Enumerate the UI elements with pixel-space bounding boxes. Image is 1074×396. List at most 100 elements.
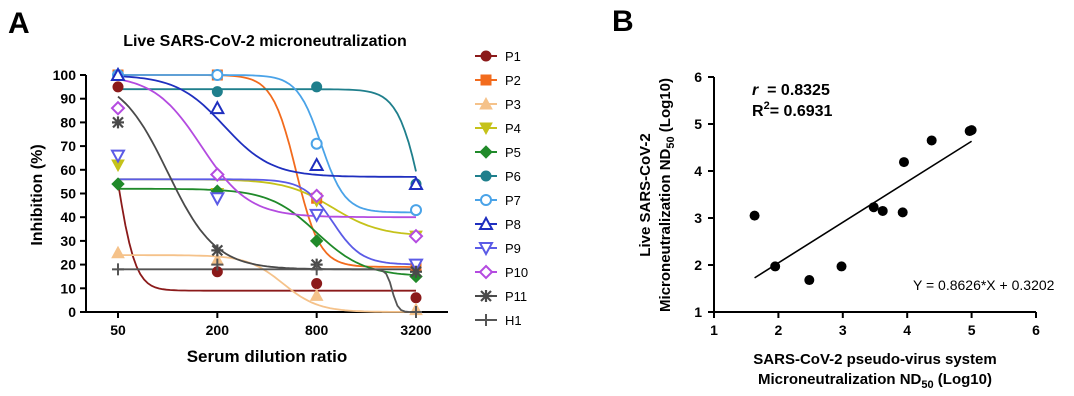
data-point-p6 [211, 86, 223, 98]
data-point-p8 [110, 66, 126, 81]
chart-b-y-tick-label: 4 [694, 163, 702, 179]
panel-a: A Live SARS-CoV-2 microneutralization 0 1… [8, 7, 528, 366]
panel-a-label: A [8, 7, 30, 40]
chart-b-x-tick-label: 4 [903, 322, 911, 338]
data-point-p11 [410, 265, 422, 278]
data-point-p7 [310, 137, 323, 150]
data-point-p11 [211, 244, 224, 257]
legend-marker-p3 [479, 96, 493, 110]
scatter-point [749, 210, 760, 221]
legend-marker-p1 [480, 50, 492, 62]
data-point-p8 [209, 100, 226, 115]
chart-a-y-tick-label: 0 [68, 304, 76, 320]
chart-b-y-tick-label: 1 [694, 304, 702, 320]
chart-a-title: Live SARS-CoV-2 microneutralization [123, 33, 407, 50]
series-points-p1 [112, 81, 422, 304]
series-points-p3 [111, 245, 423, 316]
data-point-p10 [408, 228, 424, 244]
data-point-p3 [111, 245, 125, 259]
fit-curve-p7 [118, 74, 416, 214]
data-point-p3 [309, 288, 324, 301]
legend-marker-p8 [478, 215, 494, 230]
series-points-p2 [112, 69, 422, 273]
chart-a-y-axis-label: Inhibition (%) [29, 144, 46, 245]
chart-b-regression-line [754, 140, 973, 279]
legend-label-p2: P2 [505, 73, 521, 88]
chart-a-y-tick-label: 70 [60, 138, 76, 154]
series-points-p4 [111, 159, 423, 244]
chart-b-y-ticks: 1 2 3 4 5 6 [694, 69, 714, 320]
legend-marker-p5 [479, 145, 493, 159]
chart-a-x-axis-label: Serum dilution ratio [187, 347, 348, 366]
data-point-p6 [311, 81, 323, 93]
series-points-h1 [112, 258, 422, 318]
scatter-point [966, 125, 977, 136]
chart-a-x-tick-label: 50 [110, 322, 126, 338]
data-point-p1 [311, 278, 323, 290]
data-point-p7 [410, 204, 422, 217]
legend-label-h1: H1 [505, 313, 522, 328]
chart-a-x-tick-label: 200 [206, 322, 230, 338]
fit-curve-p1 [117, 182, 416, 292]
legend-marker-p4 [479, 122, 493, 136]
chart-b-y-tick-label: 6 [694, 69, 702, 85]
data-point-p5 [309, 234, 324, 248]
chart-b-r-annotation: r = 0.8325 [752, 82, 830, 99]
chart-a-x-ticks: 50 200 800 3200 [110, 312, 432, 338]
scatter-point [877, 205, 888, 216]
chart-b-x-axis-label-line1: SARS-CoV-2 pseudo-virus system [753, 351, 996, 368]
fit-curve-p3 [118, 254, 416, 313]
legend-marker-p2 [480, 74, 492, 86]
data-point-p1 [410, 292, 422, 304]
chart-a-y-tick-label: 60 [60, 162, 76, 178]
chart-b-axes [713, 77, 1036, 313]
fit-curve-p10 [117, 78, 416, 219]
scatter-point [804, 275, 815, 286]
chart-b-x-tick-label: 2 [775, 322, 783, 338]
chart-a-y-tick-label: 20 [60, 257, 76, 273]
chart-b-y-axis-label-line2: Microneutralization ND50 (Log10) [657, 78, 677, 312]
data-point-p10 [209, 167, 225, 182]
series-points-p8 [110, 66, 424, 191]
data-point-p8 [308, 156, 325, 172]
chart-b-y-tick-label: 3 [694, 210, 702, 226]
data-point-p8 [408, 175, 424, 191]
fit-curve-p6 [118, 88, 417, 172]
legend-marker-p10 [478, 264, 494, 280]
fit-curve-p4 [118, 178, 417, 236]
chart-b-y-tick-label: 2 [694, 257, 702, 273]
chart-a-y-tick-label: 80 [60, 114, 76, 130]
scatter-point [898, 157, 909, 168]
legend-label-p6: P6 [505, 169, 521, 184]
data-point-p9 [209, 192, 226, 207]
chart-a-y-tick-label: 10 [60, 280, 76, 296]
legend-label-p7: P7 [505, 193, 521, 208]
chart-b-y-axis-label-line1: Live SARS-CoV-2 [637, 133, 654, 256]
data-point-p7 [211, 69, 224, 81]
chart-b-r2-annotation: R2= 0.6931 [752, 100, 833, 120]
chart-a-x-tick-label: 3200 [400, 322, 431, 338]
legend-marker-p6 [480, 170, 492, 182]
panel-b-label: B [612, 5, 634, 38]
data-point-p9 [308, 208, 325, 223]
chart-a-y-tick-label: 30 [60, 233, 76, 249]
fit-curve-h1 [118, 268, 416, 313]
fit-curve-p5 [118, 187, 417, 276]
fit-curve-p9 [118, 178, 416, 266]
panel-b: B 1 2 3 4 5 6 1 2 3 4 5 6 Live SARS-CoV-2 Microneu… [612, 5, 1055, 391]
legend-label-p5: P5 [505, 145, 521, 160]
chart-a-fit-curves [117, 74, 417, 313]
scatter-point [836, 261, 847, 272]
chart-b-x-tick-label: 1 [710, 322, 718, 338]
chart-a-y-tick-label: 50 [60, 186, 76, 202]
scatter-point [897, 207, 908, 218]
chart-a-y-tick-label: 90 [60, 91, 76, 107]
chart-b-x-tick-label: 6 [1032, 322, 1040, 338]
chart-a-legend: P1 P2 P3 P4 P5 P6 P7 P8 P9 P10 P11 H1 [475, 49, 528, 328]
series-points-p6 [112, 69, 422, 190]
scatter-point [770, 261, 781, 272]
legend-label-p8: P8 [505, 217, 521, 232]
data-point-p5 [111, 177, 125, 191]
